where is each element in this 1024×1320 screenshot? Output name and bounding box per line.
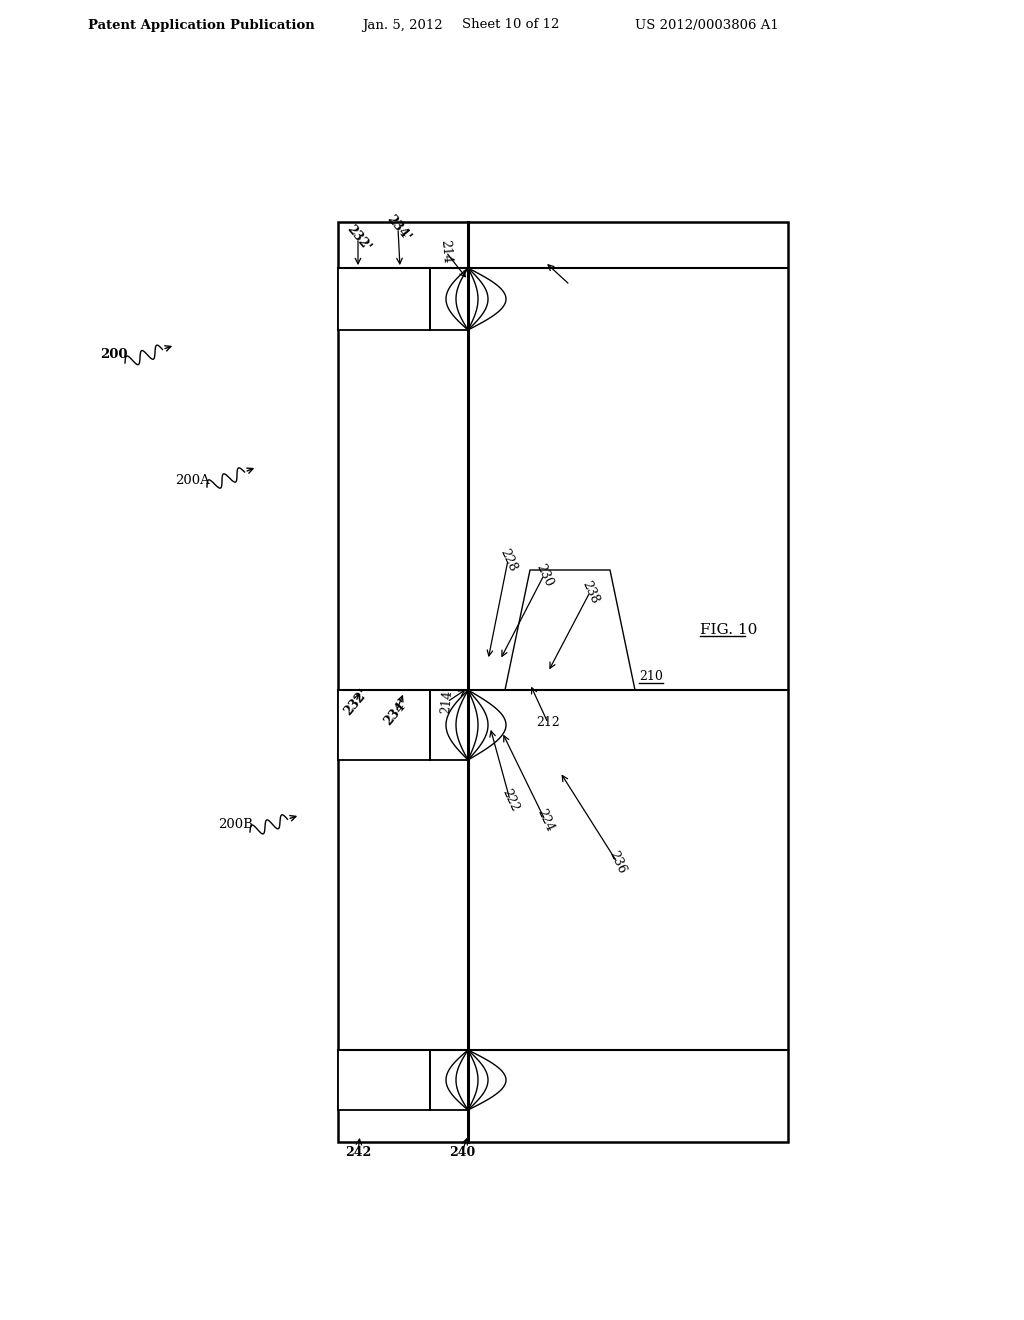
Text: 240: 240: [449, 1146, 475, 1159]
Text: 200: 200: [100, 348, 128, 362]
Bar: [338, 690, 430, 760]
Text: 232': 232': [341, 686, 371, 718]
Text: 222: 222: [499, 787, 521, 813]
Text: 214: 214: [439, 689, 455, 714]
Text: 238: 238: [579, 578, 601, 606]
Text: Patent Application Publication: Patent Application Publication: [88, 18, 314, 32]
Bar: [338, 268, 430, 330]
Text: 212: 212: [537, 717, 560, 730]
Text: 214: 214: [438, 239, 454, 264]
Text: Sheet 10 of 12: Sheet 10 of 12: [462, 18, 559, 32]
Text: 200B: 200B: [218, 818, 253, 832]
Text: 242: 242: [345, 1146, 371, 1159]
Text: 230: 230: [534, 561, 555, 589]
Text: 234': 234': [383, 213, 413, 244]
Text: 236: 236: [606, 849, 628, 875]
Bar: [338, 1049, 430, 1110]
Text: 224: 224: [535, 807, 556, 833]
Text: 210: 210: [639, 669, 663, 682]
Text: 200A: 200A: [175, 474, 210, 487]
Text: US 2012/0003806 A1: US 2012/0003806 A1: [635, 18, 778, 32]
Text: Jan. 5, 2012: Jan. 5, 2012: [362, 18, 442, 32]
Text: 234': 234': [381, 696, 411, 727]
Text: 232': 232': [343, 222, 373, 253]
Text: FIG. 10: FIG. 10: [700, 623, 758, 638]
Bar: [338, 222, 788, 1142]
Text: 228: 228: [497, 546, 519, 573]
